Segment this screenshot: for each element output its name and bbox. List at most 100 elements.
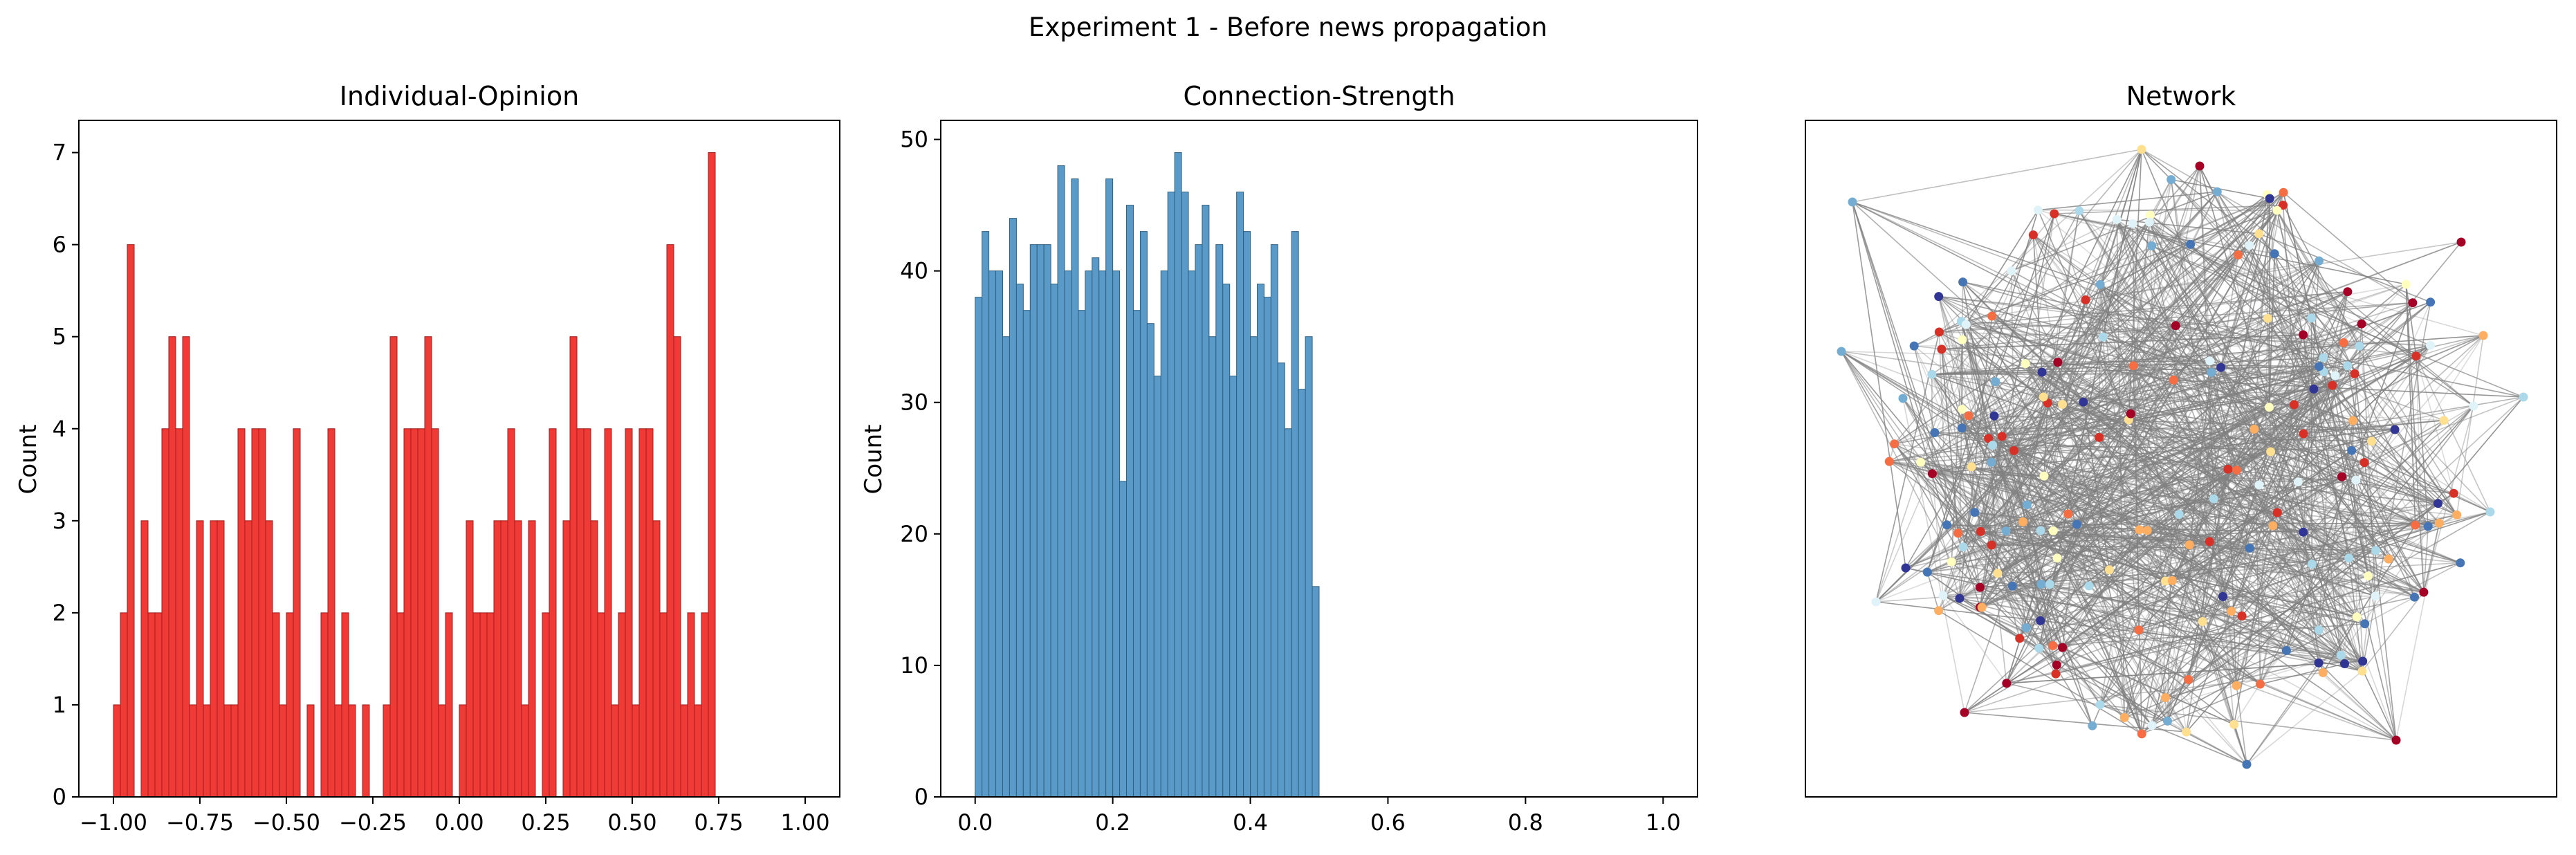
network-edge — [2405, 284, 2417, 356]
network-node — [1848, 197, 1857, 207]
network-edge — [1974, 511, 2363, 672]
histogram-bar — [1009, 218, 1017, 798]
network-edge — [1980, 498, 2214, 608]
network-node — [2021, 623, 2031, 632]
histogram-bar — [293, 428, 301, 798]
network-edge — [1964, 575, 2368, 713]
network-edge — [2011, 270, 2237, 686]
network-edge — [2141, 149, 2474, 407]
network-edge — [2276, 210, 2454, 494]
histogram-bar — [1202, 205, 1210, 798]
network-node — [2364, 571, 2373, 581]
histogram-bar — [438, 704, 446, 798]
network-edge — [2322, 672, 2397, 741]
network-node — [2351, 475, 2361, 485]
network-edge — [2077, 524, 2364, 662]
network-node — [2161, 693, 2170, 702]
network-node — [2411, 351, 2421, 361]
connection-y-ticks: 0 10 20 30 40 50 — [900, 127, 941, 810]
network-node — [1922, 567, 1932, 577]
opinion-axes-frame — [78, 120, 840, 798]
network-node — [2015, 634, 2025, 643]
network-edge — [2103, 336, 2353, 421]
network-node — [2299, 527, 2308, 537]
network-node — [2343, 287, 2353, 297]
network-node — [2039, 471, 2049, 481]
network-node — [1937, 344, 1947, 354]
network-edge — [2151, 246, 2320, 631]
network-edge — [1958, 375, 2336, 534]
network-edge — [1841, 351, 2389, 560]
network-edge — [2138, 557, 2349, 631]
histogram-bar — [1085, 270, 1093, 798]
network-edge — [2012, 385, 2333, 587]
network-edge — [1959, 325, 2176, 599]
network-edge — [2423, 526, 2429, 593]
network-node — [2166, 175, 2176, 185]
network-node — [1958, 405, 1967, 414]
histogram-bar — [1064, 270, 1072, 798]
network-edge — [2187, 451, 2272, 680]
network-node — [2319, 353, 2328, 362]
network-node — [2242, 760, 2252, 769]
network-node — [1953, 528, 1963, 538]
network-node — [2408, 298, 2418, 308]
network-edge — [2013, 403, 2048, 451]
network-edge — [2038, 209, 2278, 212]
network-edge — [2043, 441, 2372, 477]
network-node — [2171, 321, 2180, 331]
network-edge — [2054, 213, 2407, 285]
y-tick-label: 4 — [53, 416, 66, 442]
histogram-bar — [500, 520, 508, 798]
histogram-bar — [1195, 244, 1203, 798]
network-edge — [2099, 405, 2474, 706]
network-edge — [1980, 587, 2357, 618]
histogram-bar — [625, 428, 633, 798]
network-node — [1958, 277, 1968, 287]
network-node — [2018, 517, 2028, 526]
network-edge — [2132, 223, 2389, 560]
network-edge — [2213, 375, 2336, 499]
network-edge — [1938, 331, 1948, 525]
network-edge — [2006, 682, 2168, 722]
network-node — [2434, 499, 2442, 508]
network-edge — [2132, 223, 2362, 324]
histogram-bar — [611, 704, 619, 798]
opinion-histogram-panel: Individual-Opinion Count −1.00 −0.75 −0.50… — [15, 81, 840, 836]
opinion-bars — [113, 152, 716, 798]
network-edge — [2266, 194, 2269, 319]
network-node — [2161, 576, 2170, 586]
network-edge — [2332, 385, 2369, 576]
network-edge — [2005, 336, 2104, 531]
network-edge — [2057, 291, 2348, 363]
network-node — [2009, 445, 2018, 455]
network-edge — [1991, 315, 2270, 408]
histogram-bar — [306, 704, 315, 798]
network-edge — [2258, 233, 2431, 303]
histogram-bar — [1105, 178, 1114, 798]
histogram-bar — [120, 612, 128, 798]
network-edge — [2043, 191, 2218, 398]
histogram-bar — [196, 520, 204, 798]
network-edge — [2085, 300, 2166, 698]
histogram-bar — [652, 520, 661, 798]
network-edge — [1894, 245, 2250, 445]
histogram-bar — [1277, 362, 1285, 798]
network-node — [2051, 669, 2061, 679]
histogram-bar — [1022, 310, 1031, 798]
network-node — [1989, 411, 1999, 421]
network-edge — [1841, 351, 2395, 430]
network-edge — [2297, 481, 2363, 672]
network-node — [2390, 425, 2400, 434]
network-edge — [1965, 210, 2039, 325]
network-node — [2330, 371, 2340, 380]
network-node — [2147, 241, 2157, 250]
network-edge — [1980, 194, 2268, 532]
network-node — [2266, 447, 2276, 457]
network-edge — [2405, 284, 2416, 526]
network-edge — [2043, 475, 2376, 551]
network-edge — [1902, 398, 1965, 713]
x-tick-label: −0.50 — [252, 809, 320, 836]
network-node — [2119, 712, 2129, 722]
network-edge — [2149, 221, 2344, 344]
